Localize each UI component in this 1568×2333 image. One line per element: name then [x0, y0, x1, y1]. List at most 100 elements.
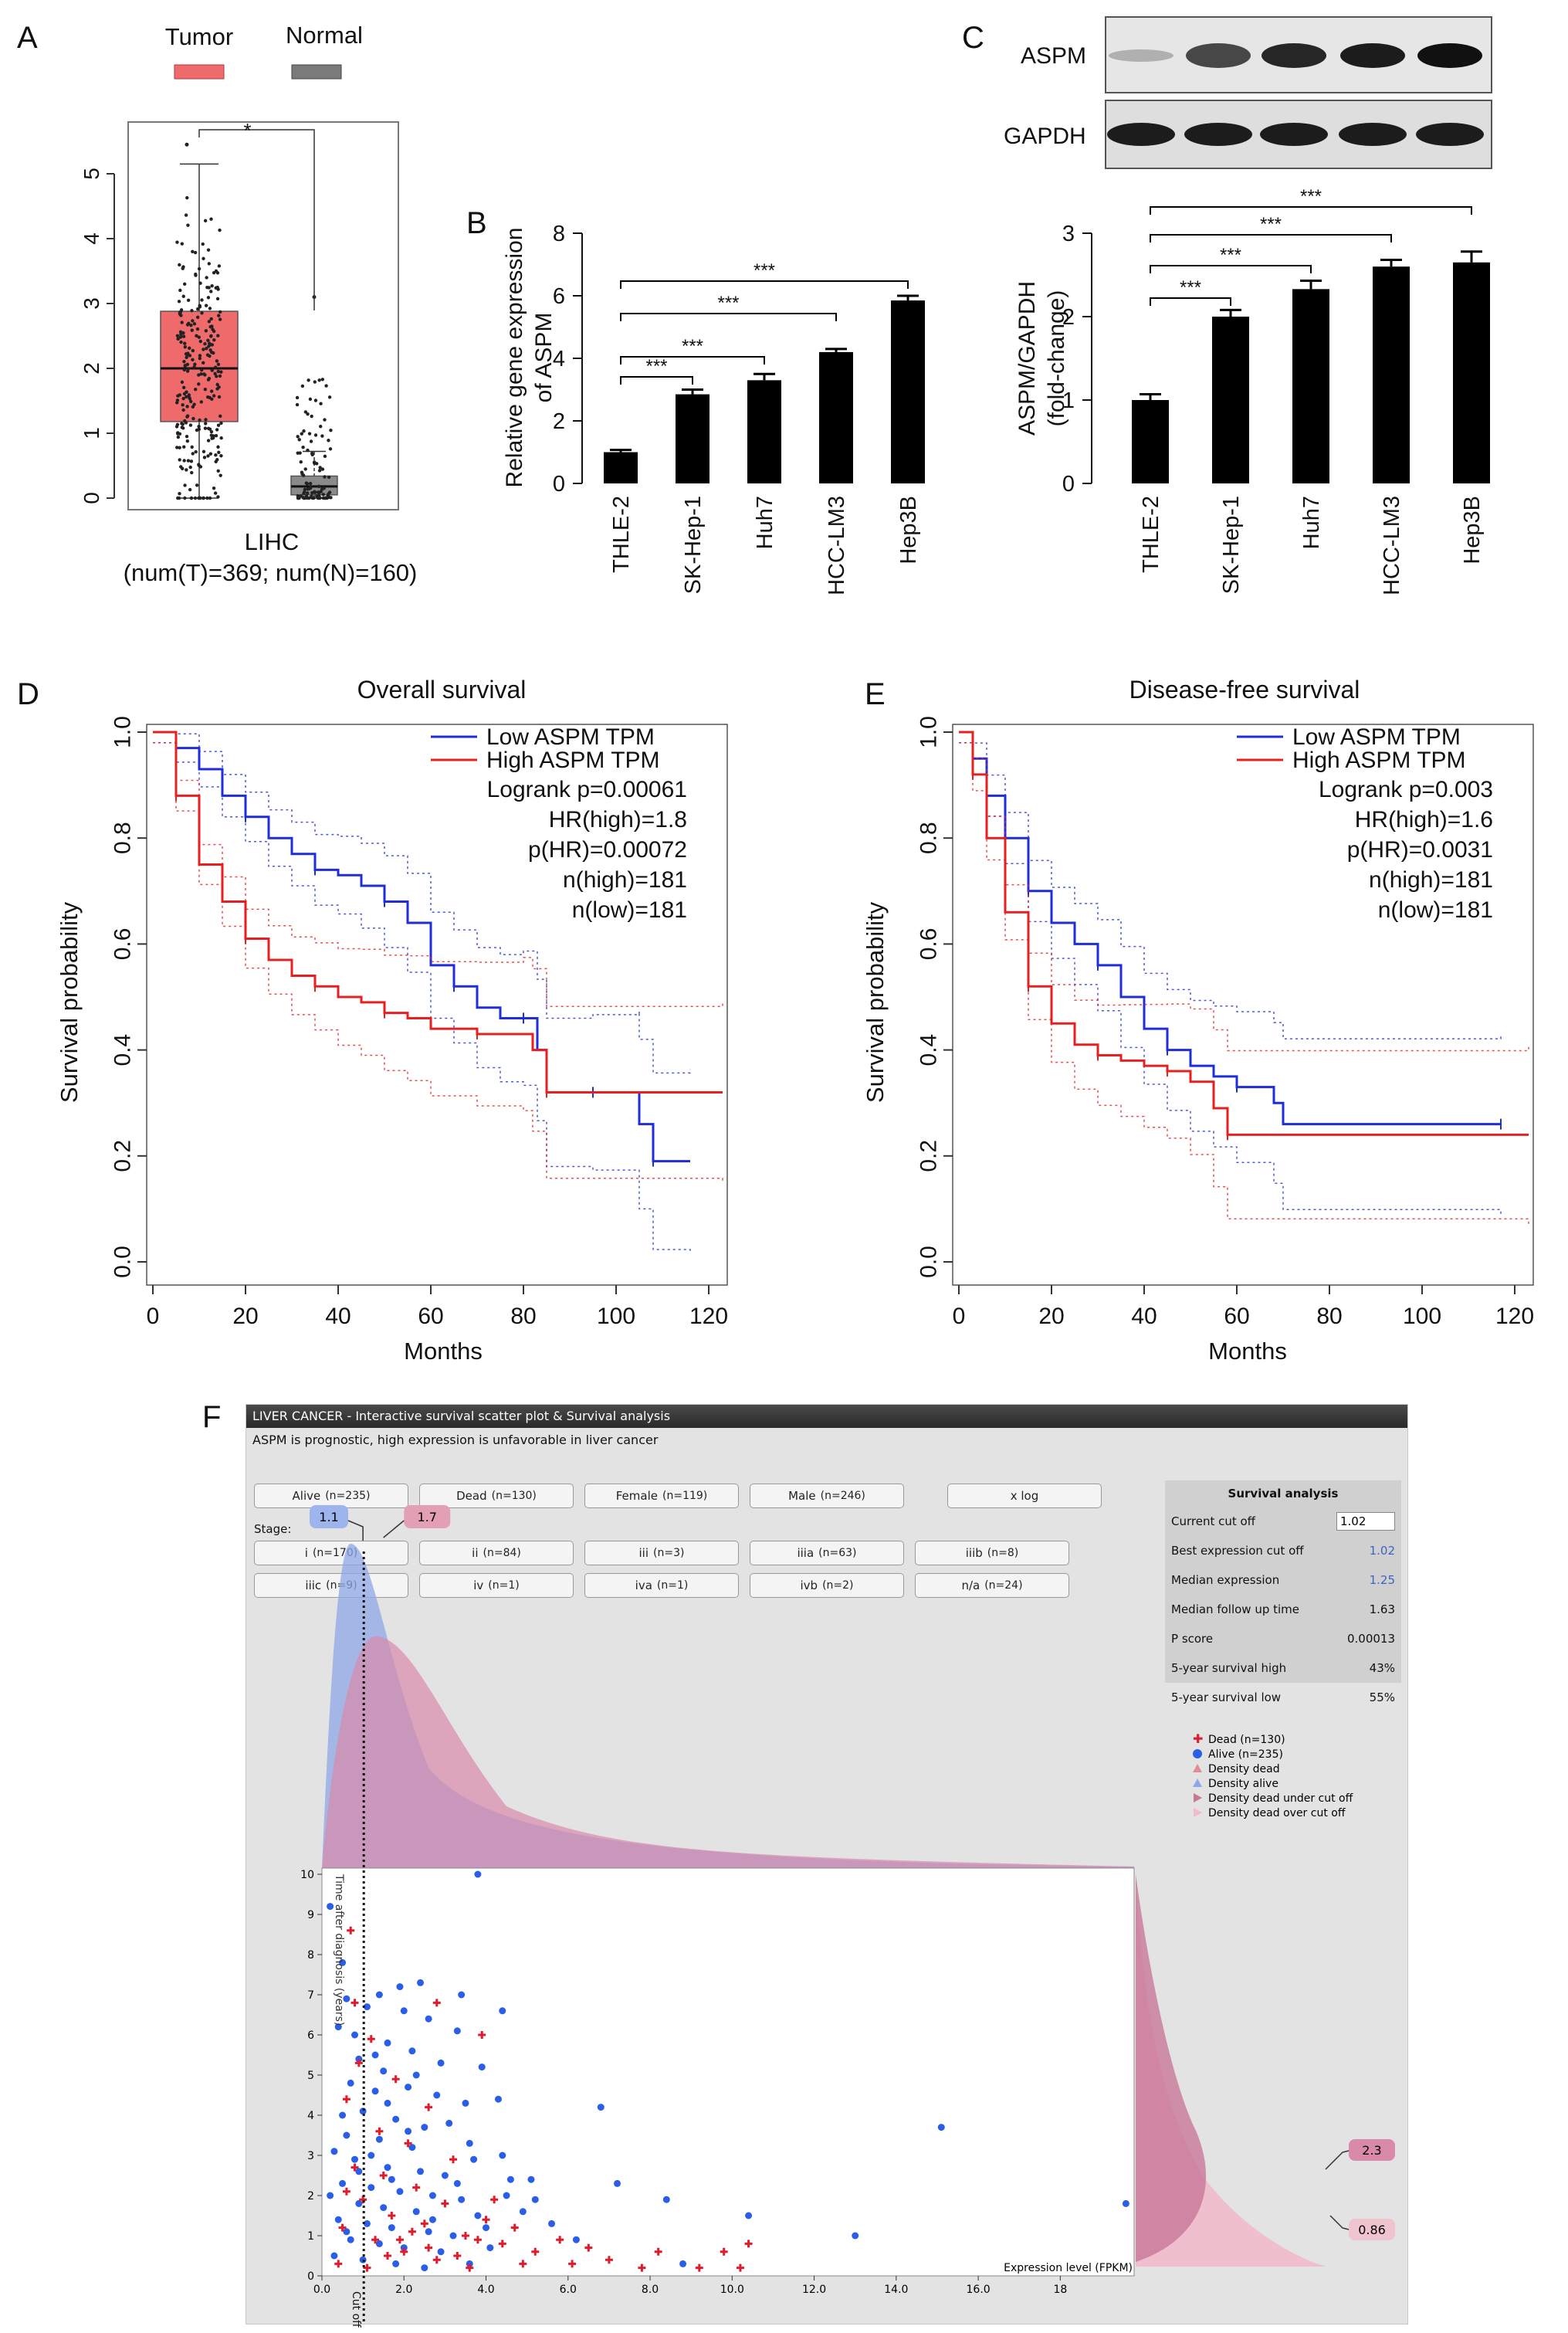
stage-iii-button[interactable]: iii (n=3) — [584, 1541, 739, 1565]
alive-point — [408, 2047, 416, 2055]
scatter-x-tick-label: 8.0 — [642, 2284, 659, 2296]
best-cutoff-value[interactable]: 1.02 — [1369, 1544, 1395, 1558]
alive-point — [458, 2196, 466, 2203]
normal-point — [328, 447, 333, 451]
dead-point — [375, 2127, 384, 2135]
significance-bracket — [1150, 265, 1312, 273]
alive-point — [347, 2236, 354, 2243]
alive-point — [483, 2224, 490, 2232]
bar-b-ylabel-1: Relative gene expression — [502, 228, 527, 488]
km-x-tick-label: 60 — [1224, 1304, 1249, 1329]
tumor-point — [208, 325, 212, 329]
alive-point — [388, 2175, 395, 2183]
tumor-point — [181, 422, 185, 426]
tumor-point — [185, 395, 188, 399]
normal-point — [324, 384, 328, 388]
stage-na-button[interactable]: n/a (n=24) — [915, 1573, 1069, 1598]
alive-point — [339, 2111, 347, 2119]
panel-letter-e: E — [865, 677, 886, 711]
significance-bracket — [1150, 297, 1231, 306]
scatter-y-tick-label: 5 — [307, 2070, 314, 2082]
dead-point — [363, 2263, 371, 2272]
tumor-point — [218, 374, 222, 378]
blot-band-aspm — [1340, 43, 1405, 68]
tumor-point — [192, 402, 196, 406]
tumor-point — [204, 418, 208, 422]
box-y-tick-label: 2 — [80, 362, 103, 375]
tumor-point — [199, 400, 204, 404]
dead-point — [367, 2035, 375, 2043]
filter-male-button[interactable]: Male (n=246) — [750, 1484, 904, 1508]
bar-category-label: SK-Hep-1 — [1219, 496, 1244, 594]
km-e-title: Disease-free survival — [1129, 676, 1360, 704]
bar-huh7 — [747, 380, 781, 483]
density-dead-top — [322, 1636, 1134, 1868]
alive-point — [478, 2063, 486, 2071]
alive-point — [937, 2124, 945, 2131]
stage-iiic-button[interactable]: iiic(n=9) — [254, 1573, 408, 1598]
blot-band-aspm — [1186, 43, 1251, 68]
tumor-point — [190, 328, 194, 332]
stage-ii-button[interactable]: ii (n=84) — [419, 1541, 574, 1565]
dead-point — [584, 2243, 593, 2252]
tumor-point — [191, 249, 195, 254]
tumor-point — [208, 307, 212, 310]
dead-point — [482, 2216, 490, 2224]
tumor-point — [178, 446, 181, 449]
alive-point — [330, 2148, 338, 2155]
tumor-point — [181, 266, 185, 270]
current-cutoff-input[interactable] — [1336, 1512, 1395, 1531]
km-plot-d: 0 20 40 60 80 100 120 0.0 0.2 0.4 0.6 0.8 1.0 Low ASP… — [110, 716, 729, 1329]
stage-iiib-button[interactable]: iiib (n=8) — [915, 1541, 1069, 1565]
tumor-point — [177, 300, 181, 303]
legend-density-under-label: Density dead under cut off — [1208, 1792, 1353, 1805]
bar-hep3b — [1453, 262, 1490, 483]
km-stat-line: n(low)=181 — [572, 897, 687, 923]
tumor-point — [181, 331, 185, 335]
normal-point — [299, 460, 303, 464]
x-log-toggle-button[interactable]: x log — [947, 1484, 1102, 1508]
median-expression-value[interactable]: 1.25 — [1369, 1573, 1395, 1587]
alive-point — [327, 2192, 334, 2199]
stage-i-button[interactable]: i (n=170) — [254, 1541, 408, 1565]
stage-ivb-button[interactable]: ivb (n=2) — [750, 1573, 904, 1598]
tumor-point — [217, 314, 221, 317]
alive-point — [343, 1995, 351, 2002]
normal-point — [320, 378, 325, 381]
alive-point — [458, 1991, 466, 1999]
alive-point — [396, 2188, 404, 2196]
filter-dead-button[interactable]: Dead (n=130) — [419, 1484, 574, 1508]
stage-iiia-button[interactable]: iiia (n=63) — [750, 1541, 904, 1565]
tumor-point — [180, 320, 184, 324]
panel-e: E Disease-free survival Survival probabi… — [862, 676, 1534, 1365]
alive-point — [412, 2208, 420, 2216]
alive-point — [1122, 2199, 1129, 2207]
tumor-point — [192, 365, 196, 369]
tumor-point — [186, 223, 190, 227]
alive-point — [503, 2192, 510, 2199]
alive-point — [474, 2212, 482, 2219]
km-d-ylabel: Survival probability — [56, 901, 83, 1103]
km-ci-lower-1 — [959, 741, 1529, 1225]
stage-iv-button[interactable]: iv (n=1) — [419, 1573, 574, 1598]
normal-point — [300, 472, 304, 476]
tumor-point — [176, 337, 180, 341]
filter-female-button[interactable]: Female (n=119) — [584, 1484, 739, 1508]
tumor-point — [190, 309, 194, 313]
tumor-point — [180, 380, 185, 385]
median-followup-value: 1.63 — [1369, 1602, 1395, 1616]
tumor-point — [198, 339, 203, 344]
panel-letter-a: A — [17, 21, 38, 55]
normal-point — [327, 439, 330, 443]
normal-point — [304, 493, 309, 498]
scatter-y-tick-label: 1 — [307, 2230, 314, 2243]
tumor-point — [195, 334, 198, 338]
stage-iva-button[interactable]: iva (n=1) — [584, 1573, 739, 1598]
current-cutoff-row: Current cut off — [1165, 1507, 1401, 1536]
app-subtitle: ASPM is prognostic, high expression is u… — [252, 1433, 659, 1447]
tumor-point — [207, 320, 212, 324]
dead-point — [384, 2252, 392, 2260]
normal-point — [305, 482, 310, 486]
density-peak-dead-label: 1.7 — [418, 1510, 437, 1524]
tumor-point — [190, 470, 194, 475]
